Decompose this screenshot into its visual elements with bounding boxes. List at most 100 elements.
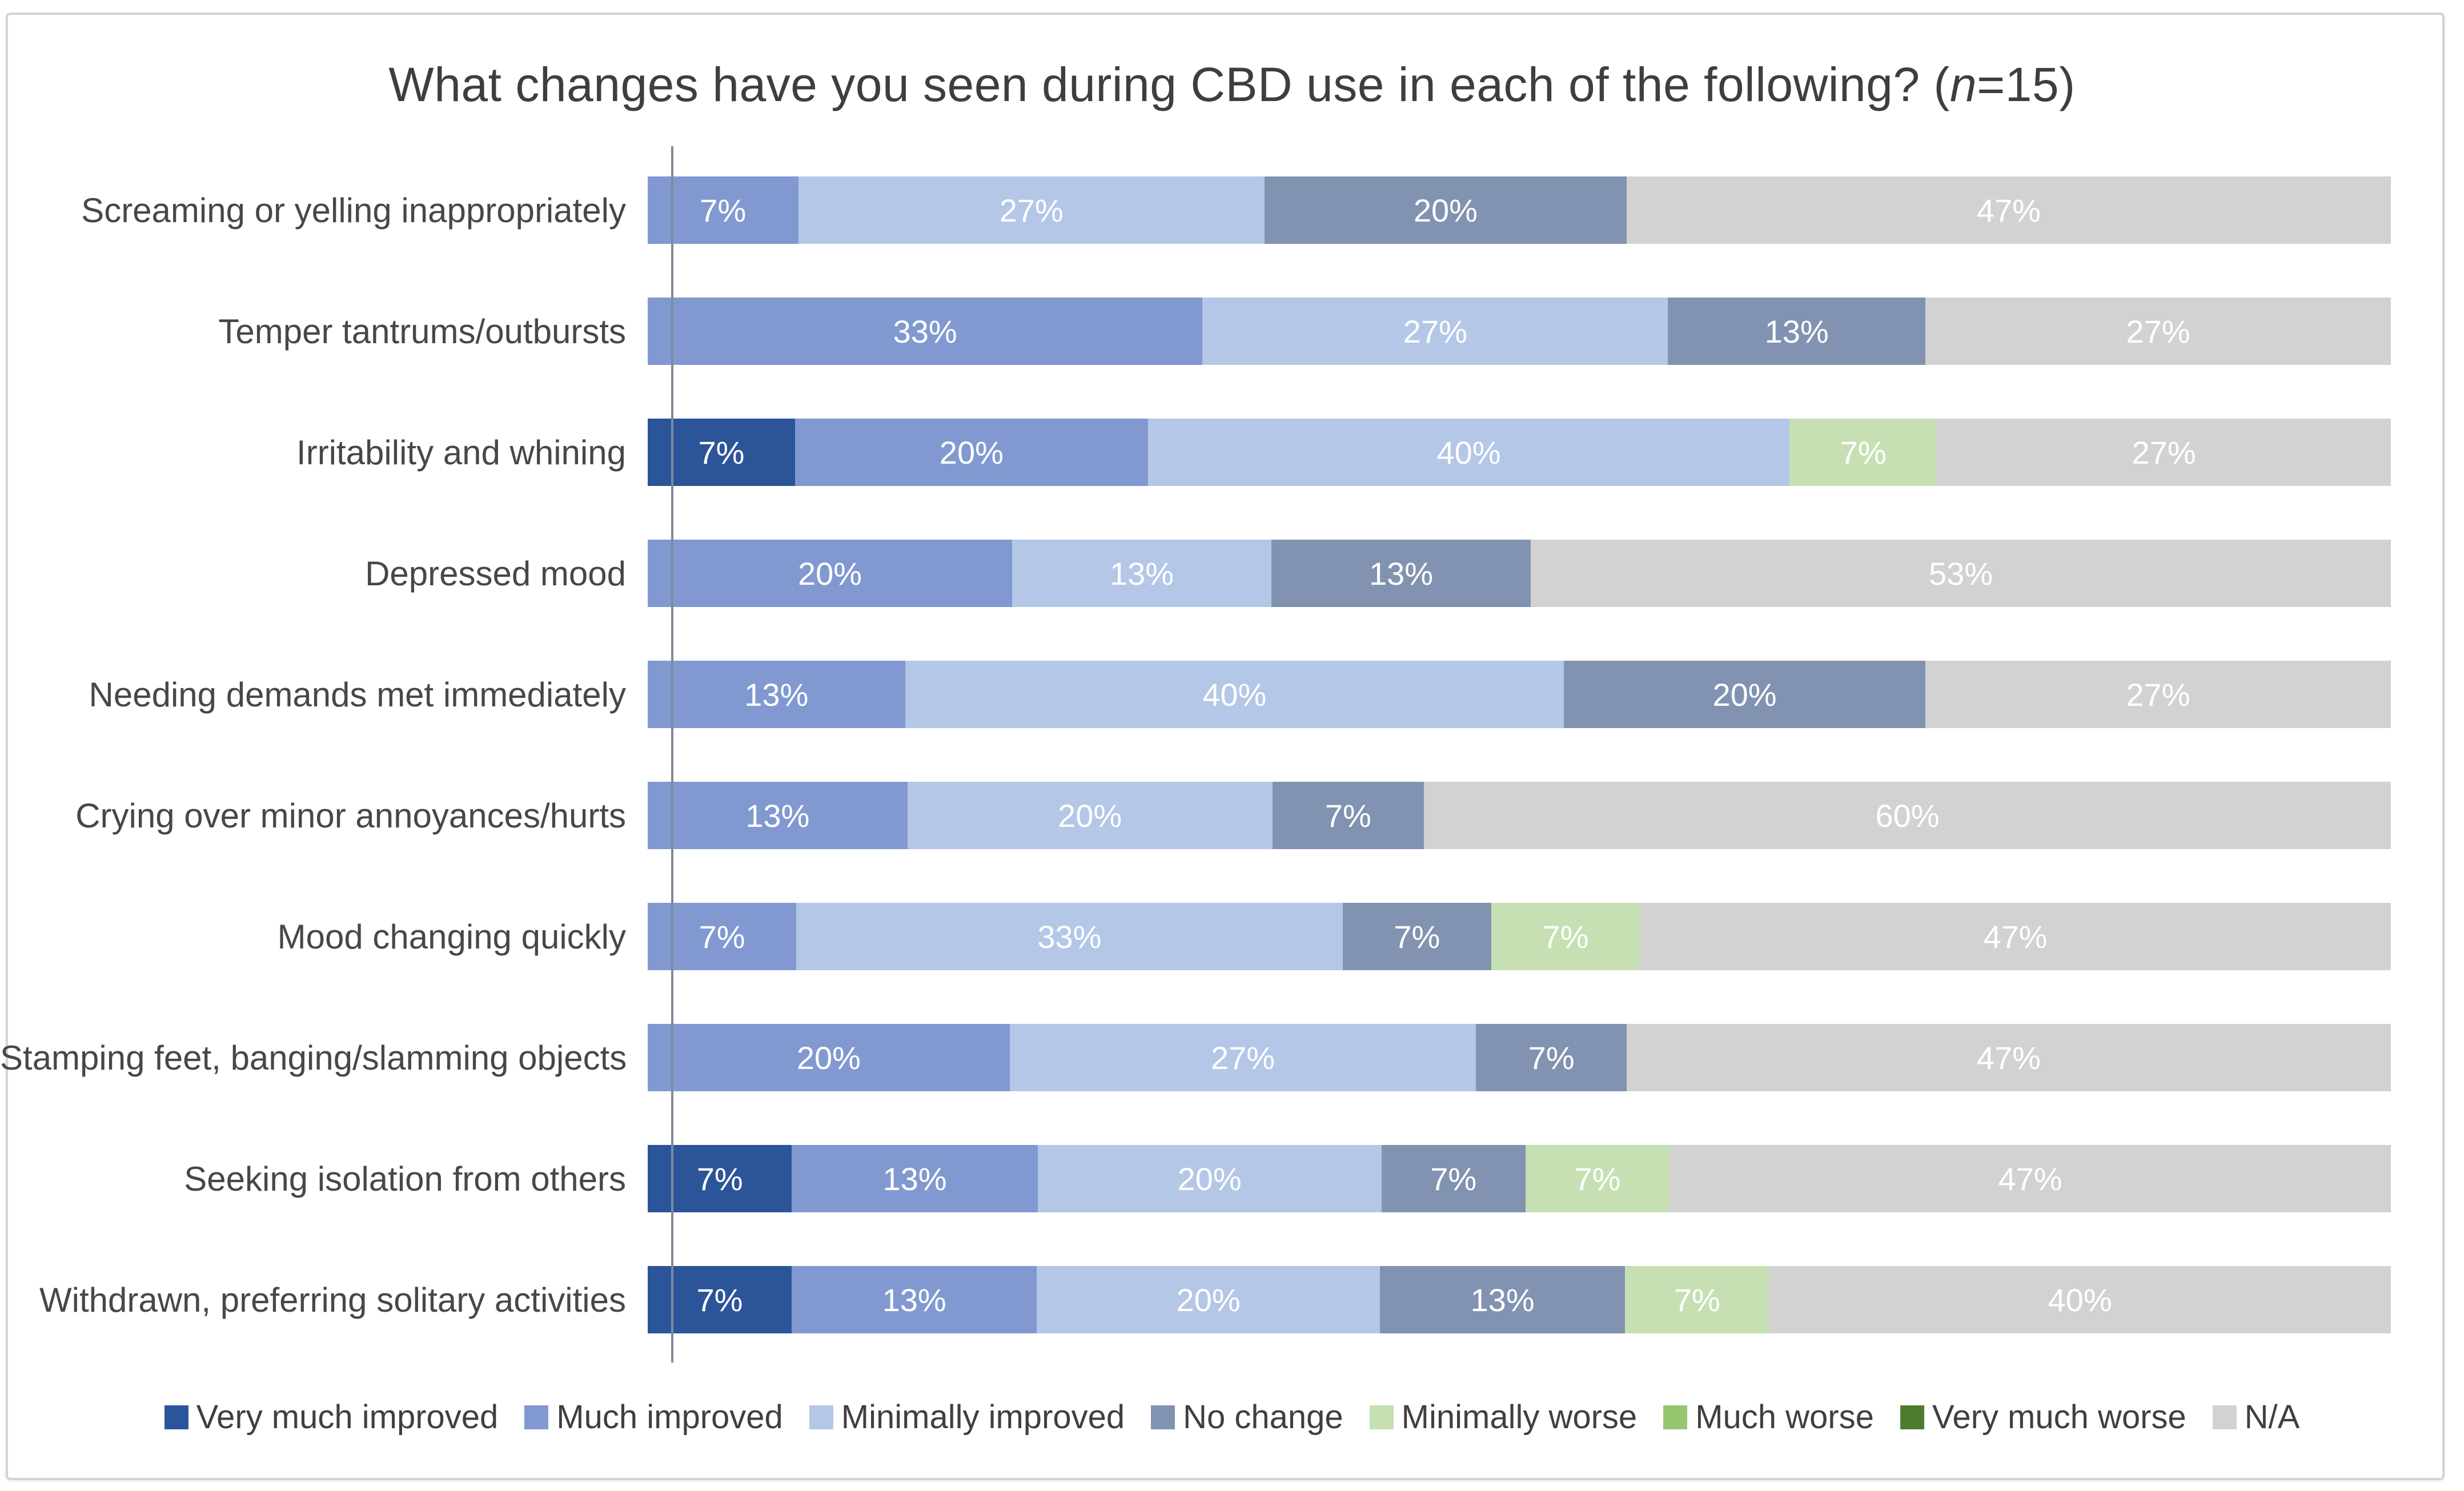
category-label: Needing demands met immediately bbox=[89, 675, 626, 714]
bar-segment-no-change: 13% bbox=[1668, 298, 1925, 365]
stacked-bar: 7% 20% 40% 7% 27% bbox=[648, 419, 2391, 486]
bar-row: Irritability and whining 7% 20% 40% 7% 27% bbox=[0, 392, 2464, 513]
legend-label: Much improved bbox=[556, 1398, 783, 1436]
bar-segment-no-change: 7% bbox=[1272, 782, 1424, 849]
segment-value-label: 7% bbox=[696, 1160, 743, 1197]
segment-value-label: 20% bbox=[1413, 192, 1478, 228]
bar-segment-minimally-improved: 40% bbox=[1147, 419, 1790, 486]
category-label: Screaming or yelling inappropriately bbox=[81, 191, 626, 230]
legend-swatch bbox=[1663, 1405, 1688, 1429]
segment-value-label: 47% bbox=[1998, 1160, 2062, 1197]
bar-segment-minimally-improved: 13% bbox=[1012, 540, 1272, 607]
category-axis-line bbox=[671, 146, 673, 1363]
segment-value-label: 27% bbox=[2132, 434, 2196, 471]
legend-item-much-worse: Much worse bbox=[1663, 1398, 1874, 1436]
stacked-bar: 20% 27% 7% 47% bbox=[648, 1024, 2391, 1091]
segment-value-label: 40% bbox=[2048, 1281, 2112, 1318]
segment-value-label: 60% bbox=[1875, 797, 1940, 834]
bar-row: Seeking isolation from others 7% 13% 20% 7% 7… bbox=[0, 1118, 2464, 1239]
segment-value-label: 13% bbox=[882, 1160, 947, 1197]
legend-swatch bbox=[524, 1405, 549, 1429]
bar-segment-much-improved: 33% bbox=[648, 298, 1203, 365]
segment-value-label: 40% bbox=[1202, 676, 1267, 713]
stacked-bar: 7% 33% 7% 7% 47% bbox=[648, 903, 2391, 970]
segment-value-label: 13% bbox=[1764, 313, 1829, 349]
category-label: Temper tantrums/outbursts bbox=[218, 312, 626, 351]
category-label: Seeking isolation from others bbox=[184, 1159, 626, 1198]
segment-value-label: 27% bbox=[2126, 313, 2190, 349]
legend: Very much improved Much improved Minimally… bbox=[0, 1398, 2464, 1436]
bar-segment-minimally-improved: 27% bbox=[1009, 1024, 1476, 1091]
bar-segment-minimally-worse: 7% bbox=[1789, 419, 1937, 486]
segment-value-label: 7% bbox=[1528, 1039, 1575, 1076]
stacked-bar: 13% 20% 7% 60% bbox=[648, 782, 2391, 849]
legend-label: Much worse bbox=[1695, 1398, 1874, 1436]
chart-title-n: n bbox=[1949, 58, 1977, 111]
bar-segment-minimally-worse: 7% bbox=[1491, 903, 1640, 970]
bar-segment-minimally-improved: 20% bbox=[1037, 1266, 1380, 1333]
bar-row: Depressed mood 20% 13% 13% 53% bbox=[0, 513, 2464, 634]
chart-title-suffix: =15) bbox=[1977, 58, 2076, 111]
legend-swatch bbox=[164, 1405, 188, 1429]
legend-item-much-improved: Much improved bbox=[524, 1398, 783, 1436]
bar-segment-much-improved: 13% bbox=[648, 782, 908, 849]
bar-segment-minimally-worse: 7% bbox=[1525, 1145, 1670, 1212]
segment-value-label: 53% bbox=[1928, 555, 1993, 592]
segment-value-label: 27% bbox=[1211, 1039, 1275, 1076]
bar-segment-n-a: 47% bbox=[1639, 903, 2391, 970]
bar-segment-minimally-improved: 27% bbox=[1202, 298, 1668, 365]
stacked-bar: 7% 13% 20% 13% 7% 40% bbox=[648, 1266, 2391, 1333]
legend-swatch bbox=[2212, 1405, 2237, 1429]
bar-segment-no-change: 7% bbox=[1342, 903, 1491, 970]
bar-segment-much-improved: 7% bbox=[648, 903, 797, 970]
segment-value-label: 27% bbox=[2126, 676, 2190, 713]
chart-title-text: What changes have you seen during CBD us… bbox=[388, 58, 1950, 111]
segment-value-label: 20% bbox=[1712, 676, 1777, 713]
category-label: Crying over minor annoyances/hurts bbox=[75, 796, 626, 835]
segment-value-label: 7% bbox=[1394, 918, 1440, 955]
legend-label: Minimally improved bbox=[841, 1398, 1125, 1436]
bar-segment-n-a: 27% bbox=[1925, 661, 2391, 728]
segment-value-label: 7% bbox=[1430, 1160, 1477, 1197]
bar-segment-no-change: 7% bbox=[1476, 1024, 1627, 1091]
segment-value-label: 27% bbox=[1403, 313, 1467, 349]
bar-row: Withdrawn, preferring solitary activitie… bbox=[0, 1239, 2464, 1360]
bar-segment-n-a: 47% bbox=[1670, 1145, 2391, 1212]
bar-segment-minimally-improved: 20% bbox=[907, 782, 1273, 849]
segment-value-label: 20% bbox=[797, 555, 862, 592]
segment-value-label: 20% bbox=[1177, 1160, 1242, 1197]
bar-segment-n-a: 27% bbox=[1925, 298, 2391, 365]
bar-segment-much-improved: 13% bbox=[648, 661, 905, 728]
bar-segment-much-improved: 13% bbox=[791, 1266, 1037, 1333]
stacked-bar: 7% 27% 20% 47% bbox=[648, 176, 2391, 244]
stacked-bar: 33% 27% 13% 27% bbox=[648, 298, 2391, 365]
bar-segment-much-improved: 13% bbox=[792, 1145, 1038, 1212]
legend-swatch bbox=[1151, 1405, 1175, 1429]
legend-item-no-change: No change bbox=[1151, 1398, 1343, 1436]
bar-row: Mood changing quickly 7% 33% 7% 7% 47% bbox=[0, 876, 2464, 997]
legend-item-n-a: N/A bbox=[2212, 1398, 2300, 1436]
segment-value-label: 7% bbox=[700, 192, 747, 228]
segment-value-label: 13% bbox=[744, 676, 809, 713]
bar-segment-minimally-improved: 33% bbox=[796, 903, 1343, 970]
segment-value-label: 7% bbox=[1574, 1160, 1621, 1197]
segment-value-label: 27% bbox=[999, 192, 1064, 228]
category-label: Depressed mood bbox=[365, 554, 626, 593]
category-label: Mood changing quickly bbox=[277, 917, 626, 956]
category-label: Withdrawn, preferring solitary activitie… bbox=[39, 1280, 626, 1319]
legend-label: Very much worse bbox=[1932, 1398, 2186, 1436]
legend-item-very-much-worse: Very much worse bbox=[1900, 1398, 2186, 1436]
bar-row: Screaming or yelling inappropriately 7% 27… bbox=[0, 150, 2464, 271]
bar-rows: Screaming or yelling inappropriately 7% 27… bbox=[0, 150, 2464, 1360]
bar-segment-no-change: 13% bbox=[1379, 1266, 1626, 1333]
segment-value-label: 13% bbox=[1110, 555, 1174, 592]
segment-value-label: 13% bbox=[1470, 1281, 1535, 1318]
legend-label: Very much improved bbox=[196, 1398, 499, 1436]
segment-value-label: 20% bbox=[796, 1039, 861, 1076]
legend-label: N/A bbox=[2244, 1398, 2300, 1436]
legend-swatch bbox=[809, 1405, 833, 1429]
bar-row: Crying over minor annoyances/hurts 13% 20%… bbox=[0, 755, 2464, 876]
segment-value-label: 7% bbox=[699, 918, 745, 955]
legend-label: Minimally worse bbox=[1401, 1398, 1638, 1436]
bar-segment-n-a: 60% bbox=[1424, 782, 2391, 849]
